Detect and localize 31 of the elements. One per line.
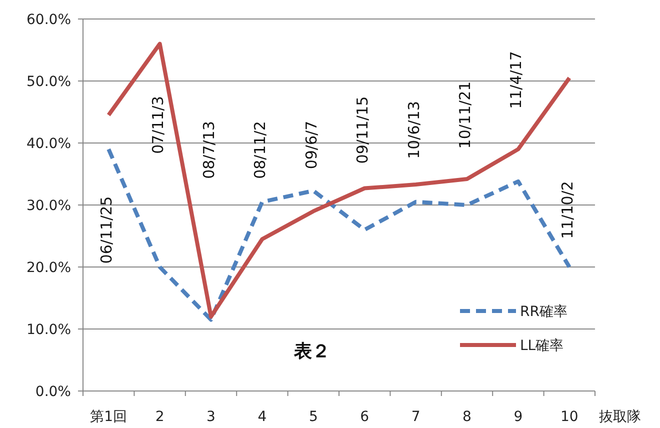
x-tick-label: 8 <box>462 409 472 425</box>
legend-label: RR確率 <box>520 304 568 320</box>
annotation: 10/6/13 <box>404 101 423 159</box>
annotation: 11/4/17 <box>507 51 526 109</box>
annotation: 10/11/21 <box>456 81 474 149</box>
annotation: 表２ <box>293 341 330 362</box>
y-tick-label: 40.0% <box>26 136 71 152</box>
annotation: 11/10/2 <box>558 181 576 239</box>
x-tick-label: 4 <box>258 409 267 425</box>
annotation: 08/11/2 <box>251 121 270 179</box>
y-tick-label: 0.0% <box>35 384 71 400</box>
x-tick-label: 6 <box>360 409 370 425</box>
annotation: 06/11/25 <box>98 196 116 264</box>
y-tick-label: 60.0% <box>26 12 71 28</box>
annotation: 09/6/7 <box>302 120 320 170</box>
y-tick-label: 50.0% <box>26 74 71 90</box>
x-tick-label: 第1回 <box>90 409 128 425</box>
legend-label: LL確率 <box>520 338 564 354</box>
annotation: 08/7/13 <box>200 121 218 179</box>
x-tick-label: 9 <box>514 409 523 425</box>
y-tick-label: 30.0% <box>26 198 71 214</box>
y-tick-label: 10.0% <box>26 322 71 338</box>
x-tick-label: 2 <box>155 409 164 425</box>
x-tick-label: 5 <box>308 409 318 425</box>
x-tick-label: 7 <box>411 409 420 425</box>
annotation: 09/11/15 <box>354 96 372 164</box>
x-axis-title: 抜取隊 <box>599 409 641 425</box>
y-tick-label: 20.0% <box>26 260 71 276</box>
x-tick-label: 3 <box>206 409 216 425</box>
x-tick-label: 10 <box>560 409 578 425</box>
annotation: 07/11/3 <box>148 96 167 154</box>
